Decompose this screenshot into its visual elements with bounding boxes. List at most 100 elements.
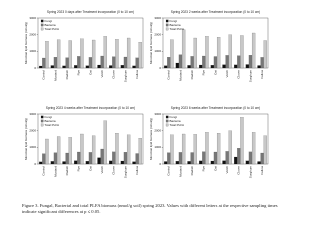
bar (205, 36, 209, 69)
x-tick-label: Rye (77, 70, 81, 76)
bar (39, 65, 43, 69)
x-tick-label: Control (42, 166, 46, 176)
x-tick-label: Control (42, 70, 46, 80)
legend-label: Total PLFA (170, 27, 185, 31)
bar (42, 153, 46, 165)
x-tick-label: Rye (202, 166, 206, 172)
legend-swatch (165, 115, 169, 119)
bar (181, 29, 186, 69)
bar (263, 40, 267, 69)
legend-label: Total PLFA (45, 123, 60, 127)
x-tick-label: Oat (213, 70, 217, 75)
x-tick-label: Radish (190, 166, 194, 176)
bar (120, 65, 125, 69)
bar (257, 161, 261, 165)
bar (228, 130, 232, 165)
bar (135, 153, 139, 165)
y-tick-label: 0 (159, 162, 161, 166)
y-tick-label: 3000 (29, 16, 36, 20)
legend-label: Bacteria (170, 119, 181, 123)
x-tick-label: Radish (65, 70, 69, 80)
x-tick-label: Fallow (135, 69, 139, 79)
bar (167, 57, 171, 69)
bar (240, 117, 244, 165)
bar (187, 161, 191, 165)
bar (216, 133, 221, 165)
bar (213, 56, 218, 69)
y-tick-label: 2000 (154, 128, 161, 132)
bar (170, 134, 174, 165)
y-tick-label: 0 (34, 162, 36, 166)
bar (225, 151, 229, 165)
bar (56, 39, 61, 69)
y-tick-label: 1000 (154, 145, 161, 149)
bar (88, 57, 93, 69)
legend-swatch (40, 123, 44, 127)
bar (91, 135, 96, 165)
legend-swatch (165, 27, 169, 31)
bar (245, 160, 250, 165)
bar (77, 56, 81, 69)
bar (68, 40, 72, 69)
bar (228, 34, 232, 69)
x-tick-label: Vetch (100, 166, 104, 174)
bar (85, 65, 90, 69)
bar (178, 54, 183, 69)
charts: Spring 2023 0 days after Treatment incor… (24, 10, 269, 179)
x-tick-label: Control (167, 70, 171, 80)
y-axis-label: Microbial lipid biomass (nmol/g) (24, 118, 28, 160)
bar (222, 64, 226, 69)
bar (42, 57, 46, 69)
x-tick-label: Rye (202, 70, 206, 76)
bar (62, 161, 66, 165)
y-tick-label: 3000 (154, 112, 161, 116)
legend-label: Total PLFA (170, 123, 185, 127)
legend-label: Total PLFA (45, 27, 60, 31)
chart-title: Spring 2023 0 days after Treatment incor… (47, 10, 134, 14)
bar (251, 32, 256, 69)
bar (68, 137, 72, 165)
bar (210, 65, 215, 69)
bar (248, 151, 253, 165)
bar (225, 55, 229, 69)
bar (53, 57, 58, 69)
x-tick-label: Sorghum (248, 166, 252, 179)
bar (234, 64, 238, 69)
y-tick-label: 2000 (154, 32, 161, 36)
bar (234, 156, 238, 165)
bar (138, 42, 142, 69)
x-tick-label: Radish (65, 166, 69, 176)
bar (216, 37, 221, 69)
bar (202, 151, 206, 165)
y-tick-label: 2000 (29, 128, 36, 132)
bar (126, 134, 131, 165)
bar (175, 161, 180, 165)
bar (56, 136, 61, 165)
bar (132, 65, 136, 69)
bar (263, 135, 267, 165)
x-tick-label: Clover (237, 70, 241, 79)
bar (100, 148, 104, 165)
bar (245, 64, 250, 69)
legend-swatch (40, 27, 44, 31)
bar (123, 152, 128, 165)
bar (251, 132, 256, 165)
bar (199, 160, 203, 165)
bar (123, 56, 128, 69)
y-axis-label: Microbial lipid biomass (nmol/g) (149, 22, 153, 64)
bar (164, 65, 168, 69)
x-tick-label: Oat (88, 166, 92, 171)
bar (39, 161, 43, 165)
bar (62, 65, 66, 69)
legend-label: Fungi (170, 115, 178, 119)
y-axis-label: Microbial lipid biomass (nmol/g) (149, 118, 153, 160)
bar (126, 37, 131, 69)
bar (74, 160, 78, 165)
legend-swatch (40, 119, 44, 123)
bar (74, 65, 78, 69)
bar (103, 36, 107, 69)
x-tick-label: Sorghum (123, 166, 127, 179)
bar (240, 35, 244, 69)
bar (132, 161, 136, 165)
bar (181, 133, 186, 165)
